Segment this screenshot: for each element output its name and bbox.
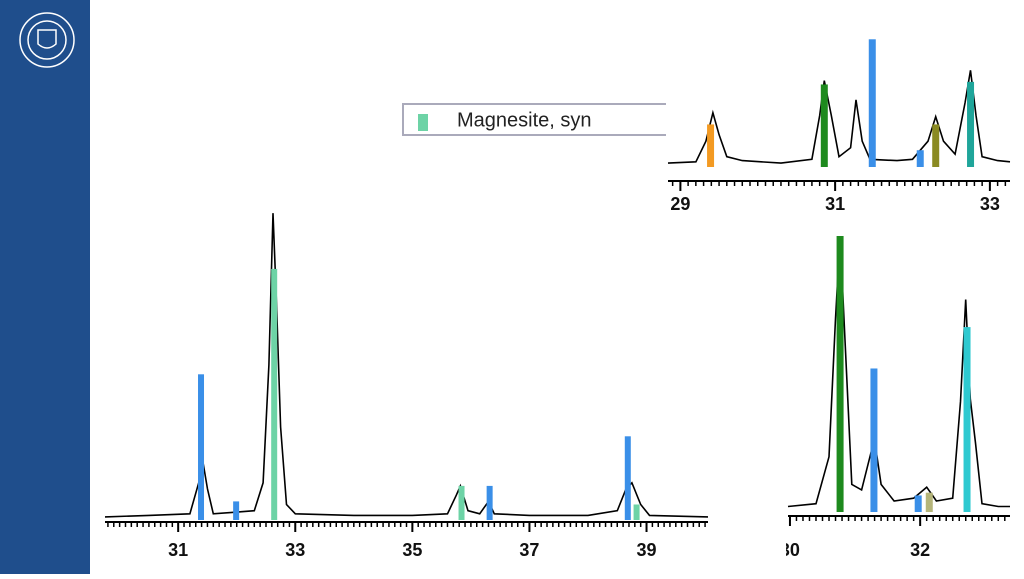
x-tick-label: 31 [168,540,188,560]
peak-bar [198,374,205,520]
legend: Magnesite, syn [402,103,676,136]
sidebar [0,0,90,574]
x-tick-label: 29 [670,194,690,214]
peak-bar [916,150,924,167]
legend-swatch [418,114,428,131]
x-tick-label: 33 [285,540,305,560]
x-tick-label: 35 [402,540,422,560]
x-tick-label: 37 [519,540,539,560]
legend-box [402,103,676,136]
peak-bar [233,501,240,520]
peak-bar [458,485,465,520]
peak-bar [868,39,876,167]
peak-bar [486,485,493,520]
peak-bar [820,84,828,167]
peak-bar [914,495,922,512]
x-tick-label: 33 [980,194,1000,214]
chart: 31 33 35 37 39 [103,190,710,566]
peak-bar [624,436,631,520]
logo [19,12,75,68]
profile-line [104,213,709,518]
profile-line [667,70,1011,164]
x-tick-label: 31 [825,194,845,214]
x-tick-label: 32 [910,540,930,560]
chart: 29 31 33 [666,18,1012,220]
peak-bar [967,81,975,167]
peak-bar [925,492,933,512]
plot-background [103,190,710,566]
peak-bar [271,268,278,520]
peak-bar [963,327,971,512]
plot-background [666,18,1012,220]
peak-bar [836,236,844,512]
peak-bar [932,124,940,167]
x-tick-label: 39 [637,540,657,560]
x-tick-label: 30 [780,540,800,560]
legend-label: Magnesite, syn [457,109,592,131]
peak-bar [707,124,715,167]
chart: 30 32 [780,216,1012,566]
plot-background [786,216,1012,566]
peak-bar [870,368,878,512]
peak-bar [633,504,640,520]
